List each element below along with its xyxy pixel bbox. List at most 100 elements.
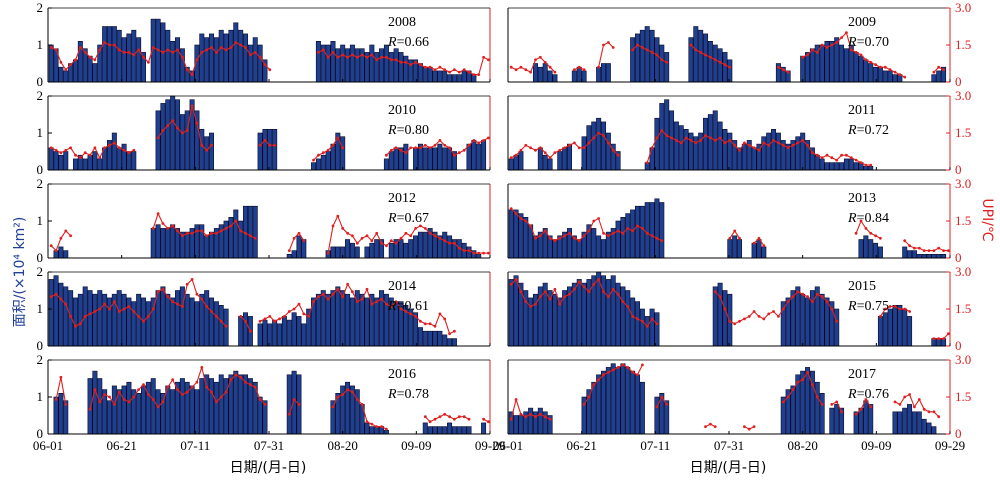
upi-point bbox=[394, 241, 398, 245]
area-bar bbox=[581, 136, 587, 171]
area-bar bbox=[678, 125, 684, 171]
area-bar bbox=[92, 370, 98, 435]
area-bar bbox=[315, 158, 321, 171]
upi-point bbox=[524, 143, 528, 147]
area-bar bbox=[286, 319, 292, 347]
upi-point bbox=[263, 317, 267, 321]
area-bar bbox=[116, 290, 122, 347]
area-bar bbox=[911, 411, 917, 435]
upi-point bbox=[660, 58, 664, 62]
area-bar bbox=[340, 136, 346, 171]
r-value: =0.78 bbox=[397, 387, 429, 402]
upi-point bbox=[922, 249, 926, 253]
upi-point bbox=[538, 55, 542, 59]
upi-point bbox=[482, 55, 485, 59]
area-bar bbox=[247, 378, 253, 435]
upi-point bbox=[113, 403, 116, 406]
upi-point bbox=[577, 146, 581, 150]
upi-point bbox=[117, 390, 121, 394]
upi-point bbox=[791, 295, 795, 299]
upi-point bbox=[414, 315, 417, 318]
upi-point bbox=[370, 302, 374, 306]
upi-point bbox=[108, 307, 111, 311]
upi-point bbox=[346, 388, 349, 391]
area-bar bbox=[111, 26, 117, 83]
area-bar bbox=[931, 254, 937, 259]
upi-point bbox=[477, 73, 481, 76]
area-bar bbox=[926, 254, 932, 259]
panels: 0122008R=0.6601.53.02009R=0.700122010R=0… bbox=[33, 0, 971, 453]
area-bar bbox=[635, 205, 641, 259]
upi-point bbox=[385, 427, 388, 431]
area-bar bbox=[155, 110, 161, 171]
area-bar bbox=[107, 400, 112, 435]
upi-point bbox=[74, 153, 77, 157]
upi-point bbox=[69, 146, 72, 150]
x-axis-label-left: 日期/(月-日) bbox=[230, 460, 307, 476]
upi-point bbox=[665, 60, 669, 64]
upi-point bbox=[529, 412, 532, 416]
area-bar bbox=[432, 147, 438, 171]
upi-point bbox=[161, 222, 165, 225]
upi-point bbox=[611, 46, 615, 49]
upi-point bbox=[563, 146, 566, 150]
upi-point bbox=[781, 68, 785, 72]
upi-point bbox=[268, 315, 272, 318]
upi-point bbox=[292, 236, 296, 240]
upi-point bbox=[234, 373, 238, 377]
upi-tick-label: 3.0 bbox=[955, 88, 971, 103]
upi-point bbox=[448, 70, 451, 74]
area-bar bbox=[199, 33, 205, 83]
upi-point bbox=[762, 317, 766, 321]
upi-point bbox=[190, 73, 194, 76]
upi-point bbox=[811, 151, 814, 155]
upi-point bbox=[621, 363, 625, 367]
upi-point bbox=[244, 319, 247, 323]
area-bar bbox=[635, 374, 641, 435]
area-bar bbox=[552, 239, 558, 259]
upi-point bbox=[582, 234, 586, 238]
upi-point bbox=[433, 68, 437, 72]
upi-point bbox=[548, 297, 552, 301]
area-bar bbox=[437, 70, 443, 83]
upi-point bbox=[423, 143, 427, 147]
area-bar bbox=[921, 254, 927, 259]
upi-line bbox=[152, 212, 256, 239]
upi-point bbox=[835, 41, 839, 44]
area-bar bbox=[669, 110, 675, 171]
area-bar bbox=[267, 129, 273, 171]
area-bar bbox=[571, 70, 577, 83]
area-bar bbox=[63, 250, 69, 259]
upi-point bbox=[879, 236, 882, 240]
upi-point bbox=[538, 412, 542, 416]
upi-point bbox=[341, 393, 345, 396]
upi-point bbox=[239, 43, 243, 47]
area-bar bbox=[722, 290, 728, 347]
upi-point bbox=[587, 229, 591, 233]
upi-point bbox=[385, 244, 388, 248]
upi-point bbox=[419, 319, 422, 323]
area-bar bbox=[542, 411, 548, 435]
area-bar bbox=[839, 162, 845, 171]
area-bar bbox=[542, 154, 548, 171]
area-bar bbox=[456, 426, 462, 435]
upi-point bbox=[326, 148, 330, 152]
upi-point bbox=[713, 58, 717, 62]
upi-point bbox=[176, 302, 179, 306]
upi-point bbox=[728, 139, 732, 142]
upi-point bbox=[538, 295, 542, 299]
area-bar bbox=[907, 316, 913, 347]
upi-point bbox=[385, 302, 388, 306]
upi-point bbox=[509, 65, 513, 69]
area-bar bbox=[936, 254, 942, 259]
area-bar bbox=[408, 59, 414, 83]
area-bar bbox=[737, 239, 743, 259]
upi-point bbox=[113, 141, 116, 145]
upi-point bbox=[59, 236, 63, 240]
upi-point bbox=[88, 312, 92, 316]
upi-point bbox=[428, 231, 432, 235]
area-bar bbox=[528, 407, 534, 435]
area-bar bbox=[596, 66, 602, 83]
area-bar bbox=[537, 66, 543, 83]
upi-point bbox=[176, 126, 179, 130]
